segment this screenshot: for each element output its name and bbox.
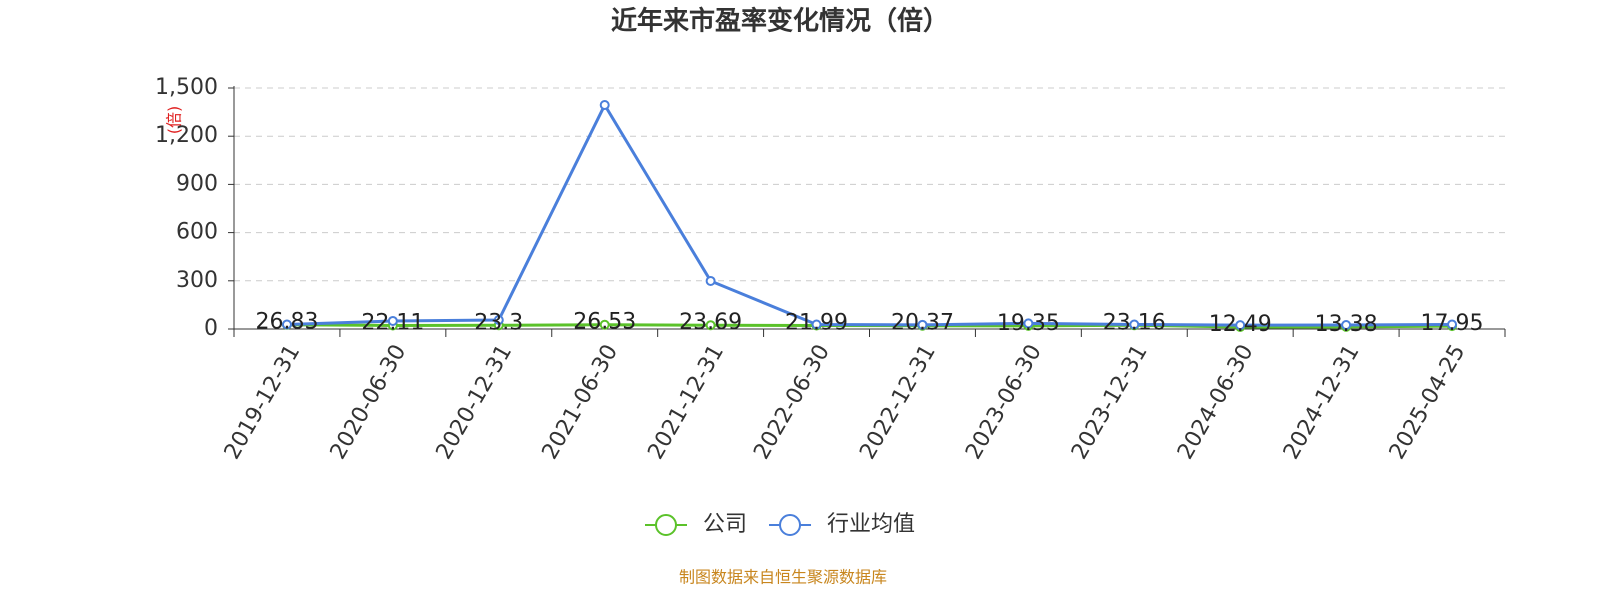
x-tick-label: 2022-06-30	[749, 341, 835, 464]
x-tick-label: 2021-06-30	[538, 341, 624, 464]
x-tick-label: 2019-12-31	[220, 341, 306, 464]
x-tick-label: 2024-12-31	[1279, 341, 1365, 464]
value-label: 23.69	[679, 310, 742, 335]
x-tick-label: 2020-06-30	[326, 341, 412, 464]
point	[1341, 319, 1352, 330]
point	[705, 320, 716, 331]
chart-title: 近年来市盈率变化情况（倍）	[611, 6, 949, 37]
point	[387, 315, 398, 326]
point	[1129, 319, 1140, 330]
x-tick-label: 2023-12-31	[1067, 341, 1153, 464]
x-tick-label: 2024-06-30	[1173, 341, 1259, 464]
value-label: 26.83	[255, 310, 318, 335]
value-label: 23.16	[1103, 310, 1166, 335]
x-tick-label: 2022-12-31	[855, 341, 941, 464]
y-tick-label: 0	[204, 316, 218, 341]
y-tick-label: 1,200	[155, 123, 218, 148]
point	[811, 319, 822, 330]
value-label: 20.37	[891, 311, 954, 336]
point	[281, 319, 292, 330]
x-tick-label: 2023-06-30	[961, 341, 1047, 464]
point	[705, 275, 716, 286]
legend-label: 公司	[703, 512, 747, 537]
point	[599, 100, 610, 111]
y-tick-label: 600	[176, 220, 218, 245]
legend-marker	[655, 514, 677, 536]
value-label: 22.11	[361, 310, 424, 335]
value-label: 12.49	[1209, 312, 1272, 337]
x-tick-label: 2025-04-25	[1385, 341, 1471, 464]
y-tick-label: 900	[176, 171, 218, 196]
legend-label: 行业均值	[827, 512, 915, 537]
value-label: 26.53	[573, 310, 636, 335]
x-tick-label: 2020-12-31	[432, 341, 518, 464]
point	[1023, 318, 1034, 329]
source-note: 制图数据来自恒生聚源数据库	[679, 568, 887, 587]
series-line	[286, 101, 1453, 327]
y-tick-label: 1,500	[155, 75, 218, 100]
value-label: 13.38	[1315, 312, 1378, 337]
value-label: 17.95	[1421, 311, 1484, 336]
point	[599, 319, 610, 330]
point	[1447, 319, 1458, 330]
point	[1235, 320, 1246, 331]
legend-marker	[779, 514, 802, 536]
value-label: 19.35	[997, 311, 1060, 336]
value-label: 23.3	[474, 310, 523, 335]
value-label: 21.99	[785, 310, 848, 335]
x-tick-label: 2021-12-31	[643, 341, 729, 464]
point	[917, 319, 928, 330]
y-tick-label: 300	[176, 268, 218, 293]
point	[493, 315, 504, 326]
y-axis-label: (倍)	[165, 106, 184, 135]
